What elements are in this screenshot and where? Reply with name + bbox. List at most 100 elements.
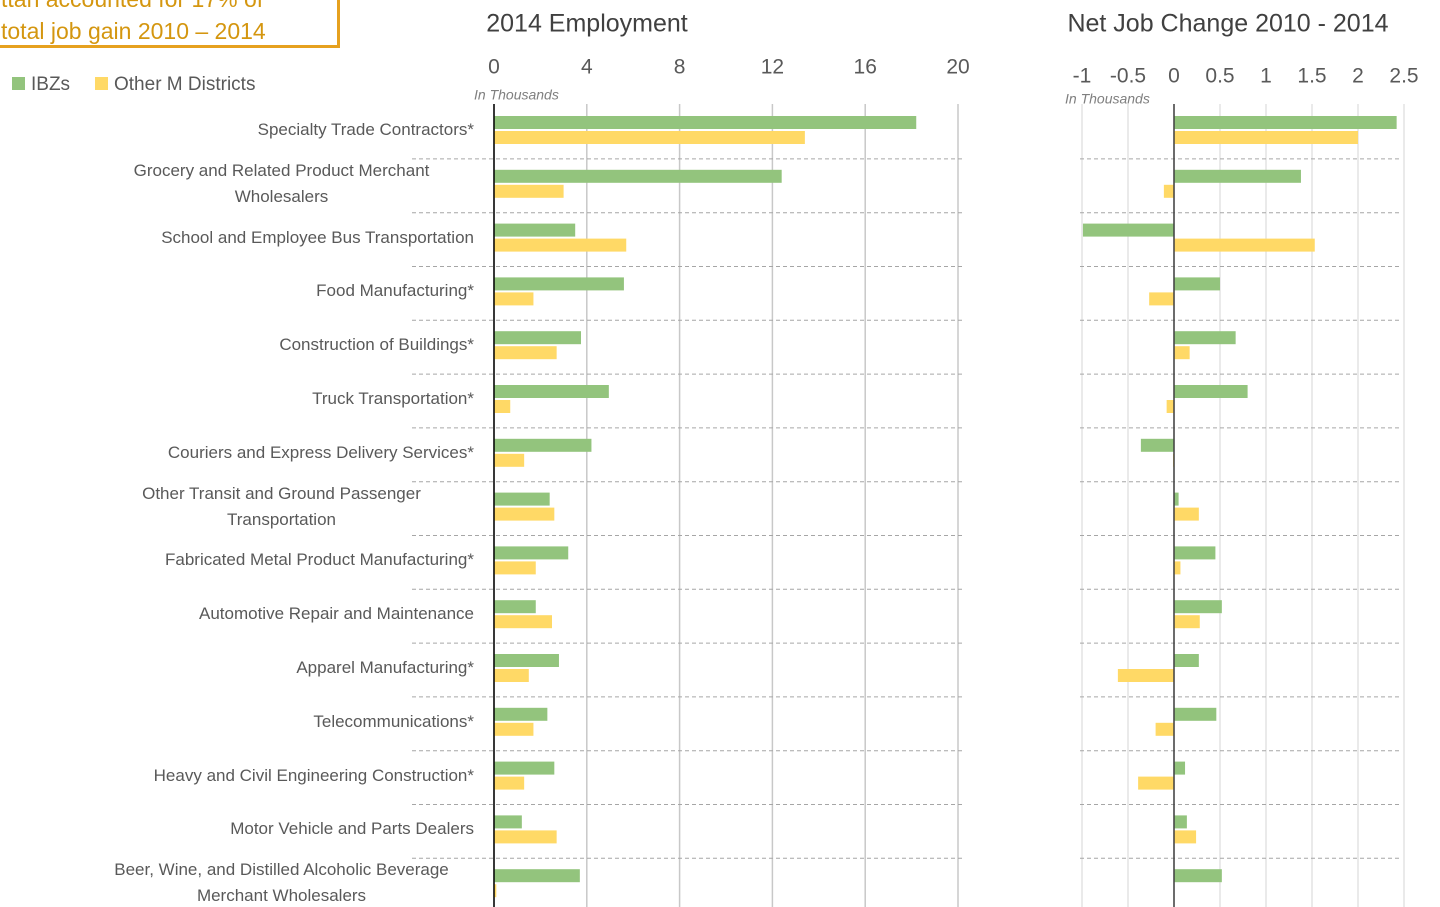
x-tick-label: 1 xyxy=(1260,65,1272,88)
x-tick-label: 2.5 xyxy=(1389,65,1418,88)
bar xyxy=(1174,331,1236,345)
bar xyxy=(1155,722,1174,736)
axis-label: In Thousands xyxy=(474,87,559,103)
legend-swatch xyxy=(95,77,108,90)
bar xyxy=(494,669,529,682)
annotation-line: total job gain 2010 – 2014 xyxy=(1,18,266,44)
y-tick-label: Couriers and Express Delivery Services* xyxy=(167,442,474,462)
bar xyxy=(494,776,525,790)
legend-item: IBZs xyxy=(12,74,70,96)
bar xyxy=(494,884,497,898)
legend-item: Other M Districts xyxy=(95,74,255,96)
bar xyxy=(494,722,534,736)
bar xyxy=(494,169,782,183)
bar xyxy=(1174,131,1358,144)
y-tick-label: Motor Vehicle and Parts Dealers xyxy=(230,819,474,839)
bar xyxy=(494,184,564,198)
chart-title: 2014 Employment xyxy=(486,10,688,38)
annotation-line: ttan accounted for 17% of xyxy=(1,0,337,15)
y-tick-label: Truck Transportation* xyxy=(312,389,474,408)
bar xyxy=(1174,615,1200,629)
legend-label: IBZs xyxy=(31,74,71,95)
bar xyxy=(1174,492,1179,506)
bar xyxy=(1174,600,1222,614)
bar xyxy=(494,654,559,667)
x-tick-label: -0.5 xyxy=(1110,65,1146,88)
axis-label: In Thousands xyxy=(1065,91,1150,107)
x-tick-label: 0 xyxy=(488,56,500,79)
bar xyxy=(494,292,534,306)
bar xyxy=(494,707,548,721)
bar xyxy=(1174,507,1199,521)
bar xyxy=(494,869,580,883)
bar xyxy=(494,600,536,614)
chart-title: Net Job Change 2010 - 2014 xyxy=(1067,10,1388,38)
legend-swatch xyxy=(12,77,25,90)
bar xyxy=(1174,830,1197,844)
x-tick-label: 1.5 xyxy=(1297,65,1326,88)
y-tick-label: Fabricated Metal Product Manufacturing* xyxy=(165,550,474,570)
x-tick-label: 16 xyxy=(854,56,877,79)
y-tick-label: School and Employee Bus Transportation xyxy=(161,227,474,247)
bar xyxy=(494,546,569,560)
x-tick-label: 4 xyxy=(581,56,593,79)
bar xyxy=(494,385,609,398)
bar xyxy=(1174,346,1190,360)
bar xyxy=(494,615,552,629)
bar xyxy=(494,438,592,452)
bar xyxy=(494,815,522,829)
x-tick-label: 12 xyxy=(761,56,784,79)
bar xyxy=(494,561,536,575)
x-tick-label: 20 xyxy=(946,56,969,79)
y-tick-label: Telecommunications* xyxy=(313,711,474,731)
bar xyxy=(1149,292,1174,306)
y-tick-label: Heavy and Civil Engineering Construction… xyxy=(153,765,474,785)
bar xyxy=(1174,116,1397,129)
legend-label: Other M Districts xyxy=(114,74,256,95)
bar xyxy=(1166,400,1174,413)
bar xyxy=(494,453,525,467)
bar xyxy=(494,277,624,291)
bar xyxy=(1174,707,1217,721)
bar xyxy=(1174,385,1248,398)
bar xyxy=(494,331,581,345)
y-tick-label: Beer, Wine, and Distilled Alcoholic Beve… xyxy=(114,860,449,906)
bar xyxy=(1174,815,1187,829)
bar xyxy=(1082,223,1174,237)
bar xyxy=(494,400,511,413)
y-tick-label: Other Transit and Ground Passenger Trans… xyxy=(142,483,421,529)
x-tick-label: 8 xyxy=(674,56,686,79)
bar xyxy=(494,223,576,237)
bar xyxy=(1174,546,1216,560)
bar xyxy=(1138,776,1174,790)
y-tick-label: Apparel Manufacturing* xyxy=(296,658,474,677)
x-tick-label: 0 xyxy=(1168,65,1180,88)
y-tick-label: Automotive Repair and Maintenance xyxy=(199,604,474,624)
bar xyxy=(1174,761,1186,775)
bar xyxy=(1174,277,1220,291)
bar xyxy=(1174,238,1315,252)
x-tick-label: 0.5 xyxy=(1205,65,1234,88)
y-tick-label: Construction of Buildings* xyxy=(279,335,474,355)
bar xyxy=(494,761,555,775)
bar xyxy=(494,346,557,360)
bar xyxy=(494,131,805,144)
bar xyxy=(494,507,555,521)
bar xyxy=(494,238,627,252)
bar xyxy=(1140,438,1174,452)
x-tick-label: 2 xyxy=(1352,65,1364,88)
y-tick-label: Specialty Trade Contractors* xyxy=(257,120,474,139)
bar xyxy=(1163,184,1174,198)
y-tick-label: Grocery and Related Product Merchant Who… xyxy=(133,160,430,206)
bar xyxy=(1117,669,1174,682)
bar xyxy=(1174,869,1222,883)
bar xyxy=(494,492,550,506)
bar xyxy=(494,830,557,844)
bar xyxy=(1174,654,1199,667)
y-tick-label: Food Manufacturing* xyxy=(316,281,474,301)
x-tick-label: -1 xyxy=(1073,65,1092,88)
bar xyxy=(1174,169,1301,183)
bar xyxy=(1174,561,1181,575)
